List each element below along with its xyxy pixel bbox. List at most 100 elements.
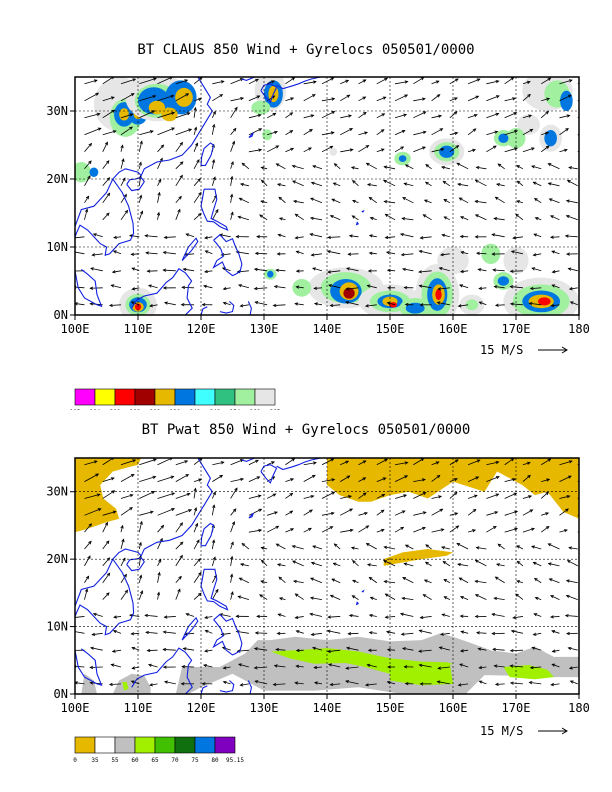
cloud-blob bbox=[544, 130, 557, 147]
wind-arrowhead bbox=[587, 493, 590, 495]
wind-arrow bbox=[459, 577, 469, 584]
wind-arrow bbox=[495, 304, 505, 306]
wind-arrow bbox=[84, 113, 100, 119]
wind-arrowhead bbox=[349, 508, 354, 512]
wind-arrow bbox=[145, 235, 158, 238]
wind-arrowhead bbox=[260, 179, 265, 184]
wind-arrow bbox=[504, 97, 516, 102]
wind-arrowhead bbox=[383, 560, 387, 564]
wind-arrow bbox=[75, 616, 85, 618]
wind-arrow bbox=[254, 287, 268, 290]
wind-arrowhead bbox=[568, 460, 573, 464]
wind-arrowhead bbox=[295, 630, 300, 634]
wind-arrowhead bbox=[454, 131, 459, 135]
wind-arrow bbox=[419, 630, 432, 634]
wind-arrow bbox=[303, 462, 317, 466]
wind-arrow bbox=[394, 94, 408, 102]
wind-arrow bbox=[370, 597, 377, 600]
wind-arrowhead bbox=[330, 131, 335, 135]
wind-arrow bbox=[230, 176, 233, 186]
wind-arrow bbox=[102, 592, 110, 600]
wind-arrow bbox=[145, 631, 158, 634]
wind-arrow bbox=[248, 149, 262, 153]
wind-arrow bbox=[504, 112, 517, 119]
wind-arrow bbox=[456, 543, 469, 550]
wind-arrow bbox=[109, 683, 122, 686]
wind-arrowhead bbox=[257, 113, 262, 118]
wind-arrowhead bbox=[290, 478, 295, 482]
wind-arrowhead bbox=[510, 629, 515, 633]
wind-arrowhead bbox=[460, 251, 465, 255]
wind-arrowhead bbox=[162, 665, 167, 669]
wind-arrow bbox=[540, 458, 551, 466]
colorbar-swatch bbox=[154, 736, 176, 754]
wind-arrow bbox=[175, 175, 183, 187]
coastline bbox=[247, 680, 252, 694]
wind-arrowhead bbox=[75, 664, 77, 669]
wind-arrowhead bbox=[230, 211, 234, 216]
wind-arrowhead bbox=[550, 215, 554, 219]
wind-arrow bbox=[273, 304, 286, 306]
wind-arrow bbox=[461, 251, 469, 255]
wind-arrowhead bbox=[197, 558, 201, 562]
wind-arrow bbox=[293, 200, 304, 204]
wind-arrow bbox=[431, 94, 440, 102]
wind-arrow bbox=[84, 460, 98, 466]
wind-arrow bbox=[550, 616, 560, 618]
wind-arrowhead bbox=[566, 560, 571, 564]
wind-arrowhead bbox=[145, 251, 149, 255]
wind-arrowhead bbox=[458, 577, 463, 581]
wind-arrow bbox=[261, 547, 268, 550]
x-tick-label: 160E bbox=[439, 322, 468, 336]
wind-arrowhead bbox=[386, 648, 391, 652]
wind-arrowhead bbox=[472, 128, 477, 132]
wind-arrowhead bbox=[309, 612, 314, 616]
wind-arrow bbox=[565, 235, 578, 238]
wind-arrow bbox=[175, 161, 184, 170]
wind-arrowhead bbox=[418, 249, 423, 254]
wind-arrowhead bbox=[274, 511, 278, 515]
wind-arrow bbox=[312, 545, 323, 550]
wind-arrow bbox=[376, 148, 385, 153]
wind-arrowhead bbox=[459, 649, 464, 653]
wind-arrow bbox=[230, 97, 244, 102]
wind-arrowhead bbox=[425, 544, 429, 548]
wind-arrow bbox=[413, 492, 426, 499]
wind-arrowhead bbox=[111, 490, 116, 494]
wind-arrowhead bbox=[472, 508, 477, 513]
wind-arrow bbox=[504, 478, 516, 482]
wind-arrowhead bbox=[256, 235, 260, 239]
wind-arrowhead bbox=[240, 477, 245, 482]
wind-arrow bbox=[102, 142, 108, 152]
wind-arrowhead bbox=[478, 301, 483, 305]
wind-arrowhead bbox=[310, 577, 314, 581]
wind-arrow bbox=[157, 492, 175, 499]
wind-arrow bbox=[532, 267, 542, 272]
wind-arrow bbox=[449, 145, 459, 153]
wind-arrow bbox=[279, 597, 286, 600]
wind-arrowhead bbox=[153, 77, 157, 81]
wind-arrowhead bbox=[383, 200, 388, 204]
wind-arrow bbox=[522, 147, 535, 153]
wind-arrowhead bbox=[565, 508, 569, 512]
wind-arrow bbox=[261, 560, 268, 567]
wind-arrowhead bbox=[385, 630, 390, 634]
wind-arrowhead bbox=[565, 127, 569, 132]
wind-arrowhead bbox=[400, 146, 405, 150]
wind-arrowhead bbox=[329, 303, 334, 308]
wind-arrow bbox=[431, 80, 439, 85]
wind-arrow bbox=[285, 478, 294, 482]
wind-arrow bbox=[517, 180, 524, 187]
coastline bbox=[247, 301, 252, 315]
wind-arrowhead bbox=[289, 112, 294, 116]
wind-arrowhead bbox=[436, 474, 441, 479]
wind-arrowhead bbox=[179, 174, 183, 179]
wind-arrow bbox=[211, 491, 216, 499]
wind-arrowhead bbox=[386, 680, 391, 685]
wind-arrowhead bbox=[443, 578, 448, 583]
wind-arrow bbox=[510, 270, 523, 272]
wind-arrowhead bbox=[509, 681, 514, 685]
wind-arrow bbox=[369, 252, 377, 255]
wind-arrow bbox=[303, 527, 312, 533]
y-tick-label: 10N bbox=[46, 620, 68, 634]
